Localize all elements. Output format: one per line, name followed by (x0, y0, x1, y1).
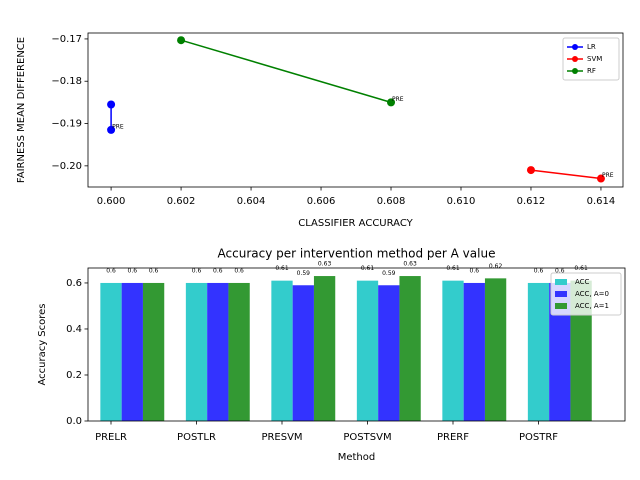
bar (207, 282, 229, 421)
value-label: 0.61 (446, 265, 460, 272)
y-tick-label: −0.20 (51, 161, 82, 172)
x-tick-label: PRERF (437, 432, 469, 443)
x-tick-label: 0.610 (447, 196, 476, 207)
legend-swatch (555, 303, 567, 309)
y-tick-label: 0.6 (66, 278, 82, 289)
value-label: 0.63 (403, 261, 417, 268)
x-tick-label: 0.614 (587, 196, 616, 207)
x-axis-label: Method (338, 452, 376, 463)
x-tick-label: PRELR (95, 432, 127, 443)
legend-marker (572, 68, 578, 74)
x-axis-label: CLASSIFIER ACCURACY (298, 218, 413, 229)
value-label: 0.6 (234, 267, 244, 274)
series-line (180, 39, 392, 104)
bar (271, 280, 293, 421)
bar (292, 285, 314, 421)
legend-label: RF (587, 67, 596, 75)
marker (526, 166, 535, 175)
bar (378, 285, 400, 421)
annotation: PRE (392, 96, 404, 103)
plot-frame (87, 32, 624, 188)
bar (399, 276, 421, 421)
annotation: PRE (112, 123, 124, 130)
marker (107, 125, 116, 134)
x-tick-label: 0.608 (377, 196, 406, 207)
value-label: 0.6 (106, 267, 116, 274)
value-label: 0.59 (297, 270, 311, 277)
value-label: 0.6 (534, 267, 544, 274)
value-label: 0.61 (275, 265, 289, 272)
plot-frame (87, 267, 626, 422)
value-label: 0.6 (470, 267, 480, 274)
legend-label: LR (587, 43, 596, 51)
bar (313, 276, 336, 421)
legend-box (550, 272, 622, 316)
x-tick-label: 0.602 (167, 196, 196, 207)
legend-marker (572, 56, 578, 62)
x-tick-label: POSTSVM (343, 432, 391, 443)
bar (228, 282, 250, 421)
y-axis-label: Accuracy Scores (37, 303, 48, 385)
value-label: 0.6 (128, 267, 138, 274)
bar (356, 280, 379, 421)
legend: LR SVM RF (562, 37, 620, 81)
x-tick-label: POSTRF (519, 432, 558, 443)
bar (142, 282, 165, 421)
bar (185, 282, 208, 421)
x-tick-label: 0.604 (237, 196, 266, 207)
value-label: 0.6 (213, 267, 223, 274)
marker (596, 174, 605, 183)
value-label: 0.61 (574, 265, 588, 272)
legend-swatch (555, 291, 567, 297)
chart-title: Accuracy per intervention method per A v… (218, 247, 496, 261)
x-tick-label: 0.600 (97, 196, 126, 207)
bar (100, 282, 122, 421)
value-label: 0.6 (149, 267, 159, 274)
marker (387, 98, 396, 107)
bar (442, 280, 464, 421)
x-tick-label: 0.606 (307, 196, 336, 207)
marker (177, 36, 186, 45)
value-label: 0.6 (192, 267, 202, 274)
value-label: 0.63 (318, 261, 332, 268)
x-tick-label: PRESVM (261, 432, 302, 443)
y-tick-label: −0.19 (51, 119, 82, 130)
bar (527, 282, 550, 421)
y-tick-label: 0.4 (66, 324, 82, 335)
legend: ACC ACC, A=0 ACC, A=1 (550, 272, 622, 316)
value-label: 0.62 (489, 263, 503, 270)
bar (484, 278, 507, 421)
legend-label: ACC (575, 278, 590, 286)
marker (107, 100, 116, 109)
bar (463, 282, 485, 421)
value-label: 0.59 (382, 270, 396, 277)
y-tick-label: −0.17 (51, 34, 82, 45)
value-label: 0.61 (361, 265, 375, 272)
x-tick-label: 0.612 (517, 196, 546, 207)
series-line (530, 169, 602, 180)
legend-swatch (555, 279, 567, 285)
y-tick-label: 0.0 (66, 416, 82, 427)
annotation: PRE (602, 172, 614, 179)
bar (570, 280, 592, 421)
legend-marker (572, 44, 578, 50)
legend-label: ACC, A=0 (575, 290, 609, 298)
legend-label: SVM (587, 55, 602, 63)
y-axis-label: FAIRNESS MEAN DIFFERENCE (16, 37, 27, 183)
bar (549, 282, 571, 421)
value-label: 0.6 (555, 267, 565, 274)
x-tick-label: POSTLR (177, 432, 216, 443)
y-tick-label: 0.2 (66, 370, 82, 381)
y-tick-label: −0.18 (51, 76, 82, 87)
bar (121, 282, 143, 421)
legend-label: ACC, A=1 (575, 302, 609, 310)
